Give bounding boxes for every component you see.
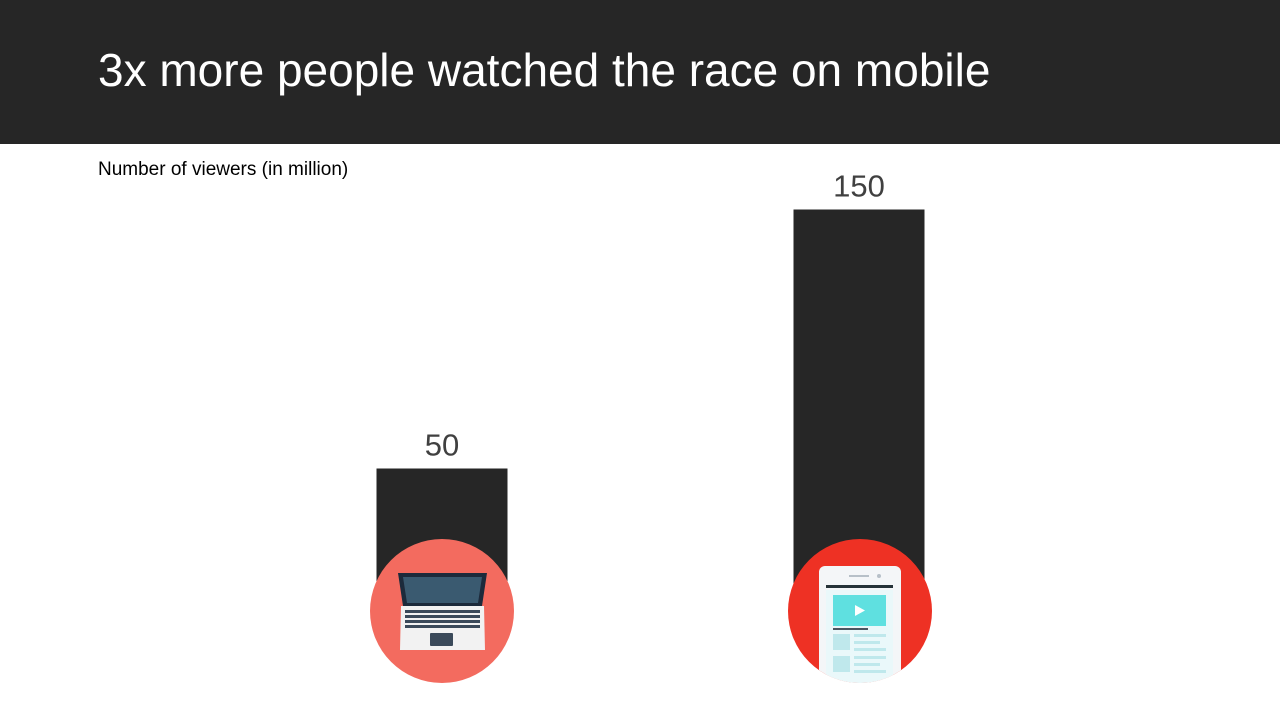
bar bbox=[793, 209, 925, 598]
value-label: 50 bbox=[425, 428, 459, 463]
laptop-icon bbox=[370, 539, 514, 683]
bars bbox=[376, 209, 925, 598]
chart-subtitle: Number of viewers (in million) bbox=[98, 159, 348, 180]
laptop-screen bbox=[403, 577, 482, 603]
value-label: 150 bbox=[833, 169, 885, 204]
header-band bbox=[0, 0, 1280, 144]
chart-title: 3x more people watched the race on mobil… bbox=[98, 44, 990, 96]
keyboard bbox=[405, 610, 480, 646]
mobile-icon bbox=[788, 539, 932, 683]
